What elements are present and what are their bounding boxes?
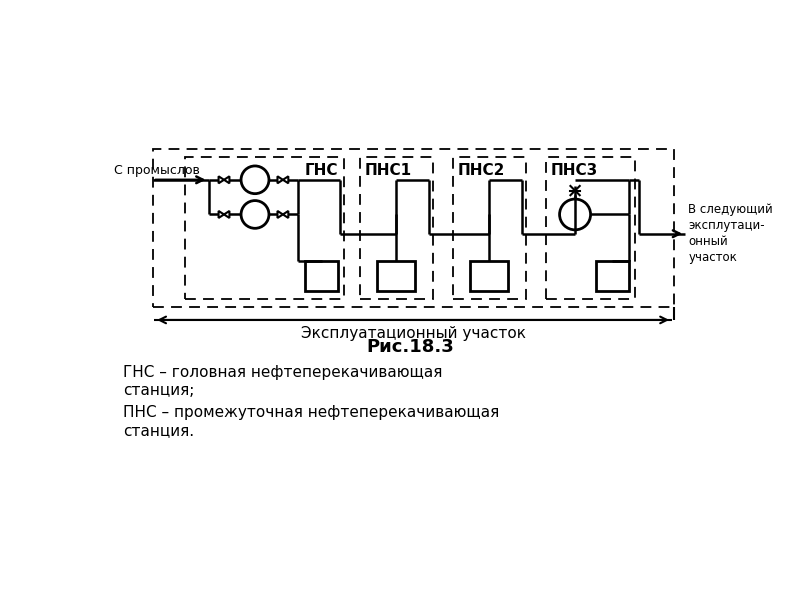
Polygon shape bbox=[218, 176, 224, 184]
Polygon shape bbox=[283, 176, 288, 184]
Polygon shape bbox=[218, 211, 224, 218]
Bar bbox=[306, 260, 338, 292]
Bar bbox=[546, 157, 634, 299]
Polygon shape bbox=[278, 211, 283, 218]
Text: ПНС2: ПНС2 bbox=[458, 163, 505, 178]
Bar bbox=[596, 260, 629, 292]
Text: С промыслов: С промыслов bbox=[114, 164, 200, 177]
Polygon shape bbox=[224, 176, 230, 184]
Circle shape bbox=[241, 200, 269, 229]
Polygon shape bbox=[278, 176, 283, 184]
Bar bbox=[453, 157, 526, 299]
Text: В следующий
эксплутаци-
онный
участок: В следующий эксплутаци- онный участок bbox=[688, 203, 773, 264]
Bar bbox=[153, 149, 674, 307]
Text: ПНС – промежуточная нефтеперекачивающая: ПНС – промежуточная нефтеперекачивающая bbox=[123, 404, 499, 419]
Bar bbox=[470, 260, 509, 292]
Polygon shape bbox=[224, 211, 230, 218]
Text: Рис.18.3: Рис.18.3 bbox=[366, 338, 454, 356]
Text: Эксплуатационный участок: Эксплуатационный участок bbox=[301, 326, 526, 341]
Bar bbox=[186, 157, 344, 299]
Text: ГНС: ГНС bbox=[305, 163, 338, 178]
Circle shape bbox=[241, 166, 269, 194]
Text: станция.: станция. bbox=[123, 423, 194, 438]
Text: ПНС1: ПНС1 bbox=[364, 163, 411, 178]
Bar bbox=[377, 260, 415, 292]
Polygon shape bbox=[283, 211, 288, 218]
Text: станция;: станция; bbox=[123, 383, 194, 398]
Text: ПНС3: ПНС3 bbox=[550, 163, 598, 178]
Circle shape bbox=[559, 199, 590, 230]
Bar bbox=[360, 157, 434, 299]
Text: ГНС – головная нефтеперекачивающая: ГНС – головная нефтеперекачивающая bbox=[123, 365, 442, 380]
